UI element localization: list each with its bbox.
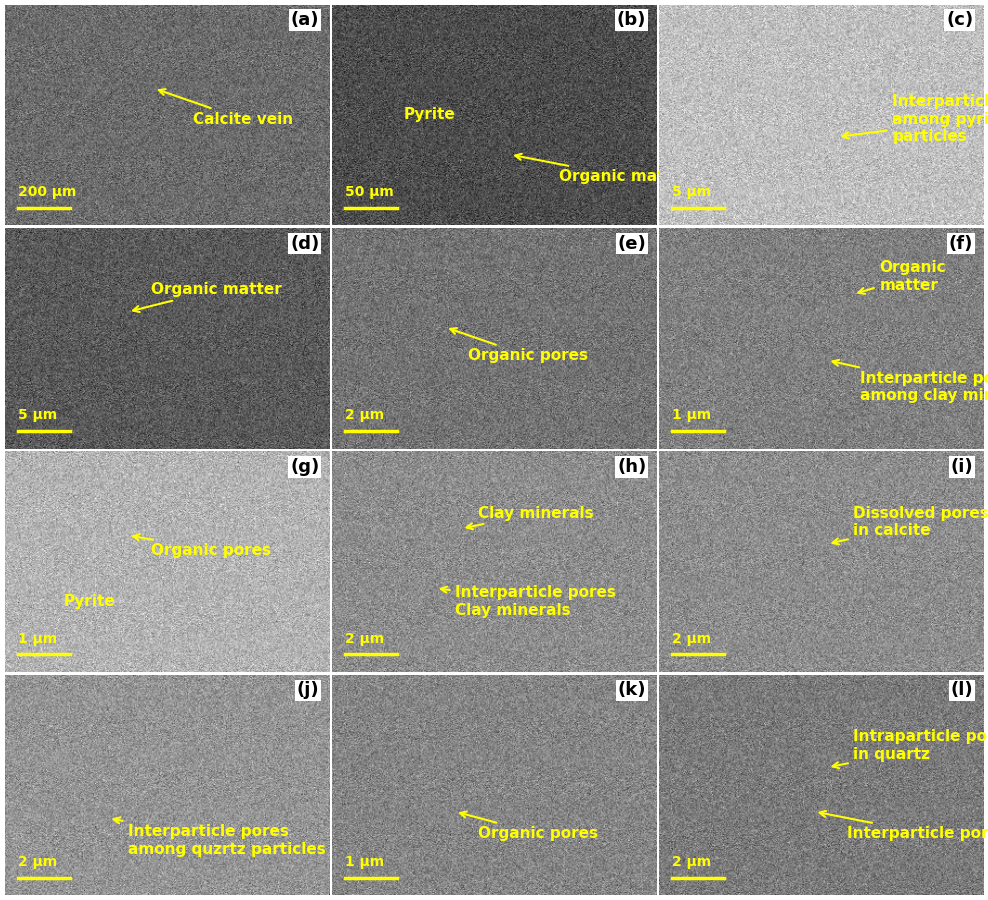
Text: Organic matter: Organic matter: [515, 154, 690, 184]
Text: (h): (h): [618, 458, 646, 476]
Text: 50 μm: 50 μm: [345, 184, 393, 199]
Text: Organic
matter: Organic matter: [859, 260, 946, 294]
Text: (j): (j): [296, 681, 319, 699]
Text: 2 μm: 2 μm: [345, 409, 384, 422]
Text: 2 μm: 2 μm: [672, 632, 711, 645]
Text: (f): (f): [948, 235, 973, 253]
Text: 200 μm: 200 μm: [18, 184, 76, 199]
Text: Clay minerals: Clay minerals: [466, 506, 594, 529]
Text: Pyrite: Pyrite: [403, 107, 455, 122]
Text: 2 μm: 2 μm: [345, 632, 384, 645]
Text: (i): (i): [950, 458, 973, 476]
Text: 2 μm: 2 μm: [18, 855, 57, 869]
Text: Interparticle pores: Interparticle pores: [820, 811, 988, 842]
Text: Interparticle pores
among pyrite
particles: Interparticle pores among pyrite particl…: [843, 94, 988, 144]
Text: Dissolved pores
in calcite: Dissolved pores in calcite: [833, 506, 988, 544]
Text: Intraparticle pores
in quartz: Intraparticle pores in quartz: [833, 729, 988, 769]
Text: (d): (d): [290, 235, 319, 253]
Text: 1 μm: 1 μm: [18, 632, 57, 645]
Text: Interparticle pores
among quzrtz particles: Interparticle pores among quzrtz particl…: [114, 817, 326, 857]
Text: 5 μm: 5 μm: [672, 184, 711, 199]
Text: (c): (c): [947, 11, 973, 29]
Text: Interparticle pores
among clay minerals: Interparticle pores among clay minerals: [833, 360, 988, 403]
Text: Organic pores: Organic pores: [133, 535, 271, 558]
Text: Pyrite: Pyrite: [63, 594, 115, 609]
Text: 5 μm: 5 μm: [18, 409, 57, 422]
Text: (e): (e): [618, 235, 646, 253]
Text: 1 μm: 1 μm: [345, 855, 384, 869]
Text: (g): (g): [290, 458, 319, 476]
Text: (k): (k): [618, 681, 646, 699]
Text: (b): (b): [617, 11, 646, 29]
Text: 1 μm: 1 μm: [672, 409, 711, 422]
Text: Organic pores: Organic pores: [460, 812, 598, 842]
Text: (l): (l): [950, 681, 973, 699]
Text: Calcite vein: Calcite vein: [159, 89, 293, 127]
Text: Organic pores: Organic pores: [451, 328, 588, 364]
Text: 2 μm: 2 μm: [672, 855, 711, 869]
Text: Interparticle pores
Clay minerals: Interparticle pores Clay minerals: [441, 585, 616, 617]
Text: Organic matter: Organic matter: [133, 283, 282, 312]
Text: (a): (a): [290, 11, 319, 29]
